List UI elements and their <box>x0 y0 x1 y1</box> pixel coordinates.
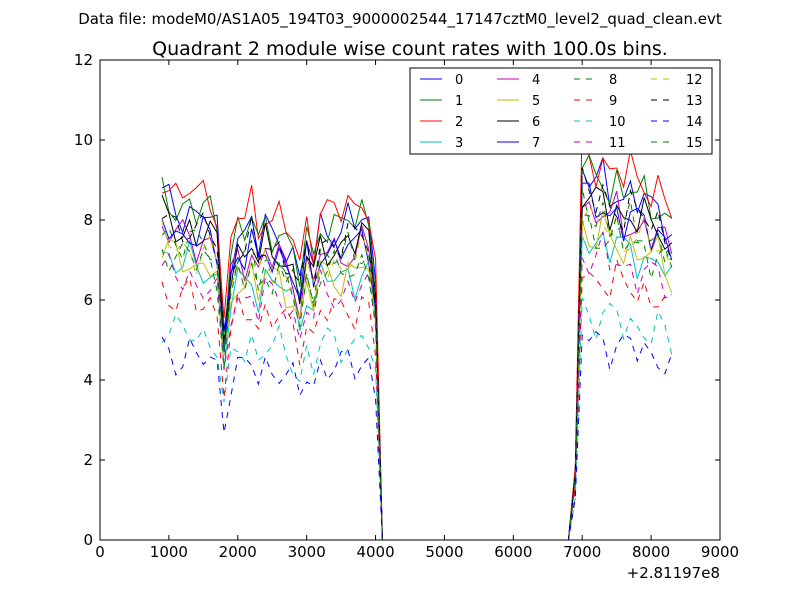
legend-box <box>409 67 713 155</box>
series-line-13 <box>161 167 673 540</box>
legend-label-4: 4 <box>532 73 540 88</box>
legend-label-6: 6 <box>532 115 540 130</box>
series-line-8 <box>161 188 673 540</box>
data-file-suptitle: Data file: modeM0/AS1A05_194T03_90000025… <box>78 10 722 29</box>
series-line-5 <box>161 210 673 540</box>
legend-label-1: 1 <box>455 94 463 109</box>
x-tick-label: 4000 <box>356 543 394 561</box>
y-tick-label: 4 <box>83 371 93 389</box>
legend-label-15: 15 <box>686 136 703 151</box>
y-tick-label: 8 <box>83 211 93 229</box>
series-line-6 <box>161 186 673 540</box>
legend-label-0: 0 <box>455 73 463 88</box>
x-tick-label: 5000 <box>425 543 463 561</box>
x-tick-label: 8000 <box>632 543 670 561</box>
series-line-4 <box>161 191 673 540</box>
x-tick-label: 2000 <box>219 543 257 561</box>
series-line-11 <box>161 231 672 540</box>
series-line-10 <box>161 297 673 540</box>
legend-label-3: 3 <box>455 136 463 151</box>
y-tick-label: 6 <box>83 291 93 309</box>
legend-label-13: 13 <box>686 94 703 109</box>
legend-label-5: 5 <box>532 94 540 109</box>
legend-label-7: 7 <box>532 136 540 151</box>
legend-label-14: 14 <box>686 115 703 130</box>
series-line-9 <box>161 257 672 540</box>
legend-label-10: 10 <box>609 115 626 130</box>
x-tick-label: 0 <box>95 543 105 561</box>
x-tick-label: 6000 <box>494 543 532 561</box>
legend-label-12: 12 <box>686 73 703 88</box>
series-line-12 <box>161 204 673 540</box>
legend-label-8: 8 <box>609 73 617 88</box>
series-line-1 <box>161 153 673 540</box>
x-axis: 0 1000 2000 3000 4000 5000 6000 7000 8000 9000 <box>95 60 739 561</box>
series-line-14 <box>161 330 673 540</box>
x-tick-label: 7000 <box>563 543 601 561</box>
y-tick-label: 0 <box>83 531 93 549</box>
legend-label-9: 9 <box>609 94 617 109</box>
series-line-15 <box>161 214 673 540</box>
x-tick-label: 3000 <box>288 543 326 561</box>
series-layer <box>161 123 673 540</box>
y-tick-label: 10 <box>74 131 93 149</box>
series-line-7 <box>161 182 673 540</box>
legend-label-2: 2 <box>455 115 463 130</box>
x-offset-label: +2.81197e8 <box>627 564 720 582</box>
legend-label-11: 11 <box>609 136 626 151</box>
series-line-3 <box>161 231 673 540</box>
x-tick-label: 1000 <box>150 543 188 561</box>
y-tick-label: 2 <box>83 451 93 469</box>
y-tick-label: 12 <box>74 51 93 69</box>
x-tick-label: 9000 <box>701 543 739 561</box>
chart-title: Quadrant 2 module wise count rates with … <box>152 38 668 60</box>
